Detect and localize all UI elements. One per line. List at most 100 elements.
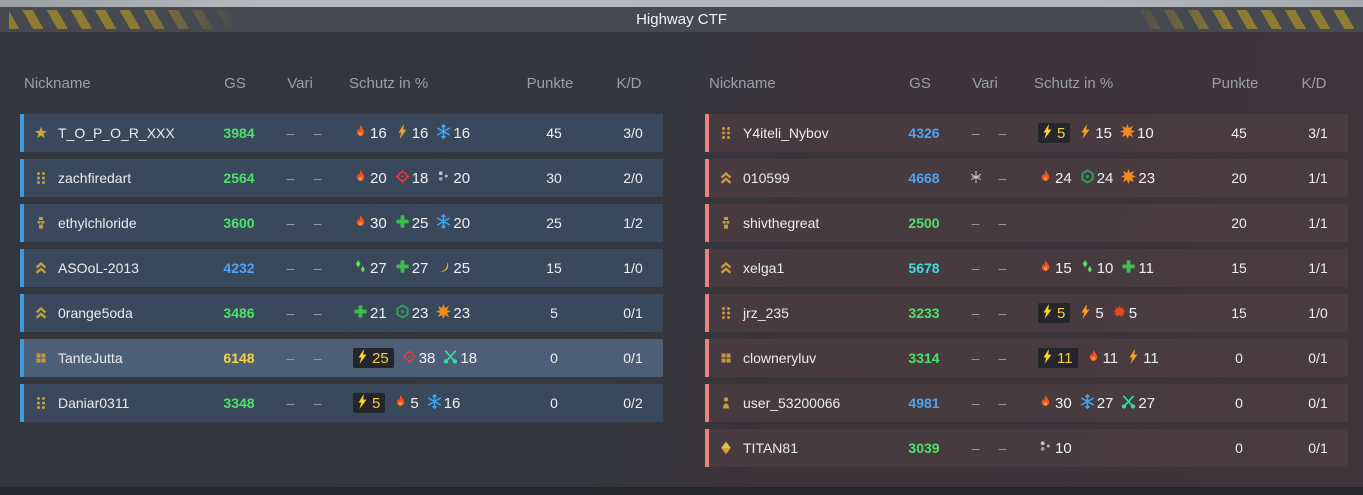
hexagon-icon [1080,169,1095,187]
player-vari-cell: – – [954,260,1024,276]
vari-dash: – [286,395,295,411]
schutz-entry: 15 [1078,124,1112,142]
schutz-entry: 20 [436,169,470,187]
vari-dash: – [313,395,322,411]
player-schutz-cell: 30 27 27 [1024,394,1194,412]
player-schutz-cell: 5 15 10 [1024,123,1194,143]
schutz-entry: 38 [402,349,435,367]
snowflake-icon [427,394,442,412]
team-right-panel: Nickname GS Vari Schutz in % Punkte K/D … [705,31,1348,474]
player-punkte-value: 0 [1235,350,1243,366]
player-schutz-cell: 30 25 20 [339,214,509,232]
scissors-icon [1121,394,1136,412]
player-name-cell: Y4iteli_Nybov [709,125,894,141]
schutz-entry: 16 [436,124,470,142]
schutz-value: 16 [453,124,471,142]
rank-chevrons-icon [719,171,733,185]
player-gs-value: 4232 [223,260,255,276]
player-vari-cell: – – [269,125,339,141]
fire-icon [1038,394,1053,412]
vari-dash: – [971,350,980,366]
vari-dash: – [971,395,980,411]
player-row: TITAN81 3039– –10 0 0/1 [705,429,1348,467]
schutz-entry: 25 [436,259,470,277]
schutz-value: 23 [1138,169,1156,187]
player-punkte-value: 0 [1235,440,1243,456]
player-kd-value: 1/1 [1308,260,1328,276]
plus-icon [395,259,410,277]
fire-icon [353,214,368,232]
schutz-value: 24 [1096,169,1114,187]
player-row: clowneryluv 3314– –11 11 11 0 0/1 [705,339,1348,377]
schutz-entry: 5 [393,394,419,412]
player-kd-value: 1/0 [1308,305,1328,321]
bolt-icon [1078,124,1093,142]
player-name-cell: 010599 [709,170,894,186]
vari-dash: – [998,215,1007,231]
player-name-cell: ethylchloride [24,215,209,231]
schutz-entry: 20 [353,169,387,187]
team-left-panel: Nickname GS Vari Schutz in % Punkte K/D … [20,31,663,474]
schutz-value: 5 [1057,304,1066,322]
rank-chevrons-icon [34,306,48,320]
player-schutz-cell: 27 27 25 [339,259,509,277]
drops-icon [1080,259,1095,277]
schutz-value: 5 [372,394,381,412]
scoreboard-content: Nickname GS Vari Schutz in % Punkte K/D … [20,31,1348,474]
player-gs-value: 3600 [223,215,255,231]
schutz-entry: 10 [1080,259,1113,277]
bolt-icon [395,124,410,142]
player-nickname: T_O_P_O_R_XXX [58,125,175,141]
vari-dash: – [998,170,1007,186]
target-icon [402,349,417,367]
plus-icon [1121,259,1136,277]
player-schutz-cell: 21 23 23 [339,304,509,322]
player-kd-value: 0/1 [1308,440,1328,456]
schutz-entry: 23 [436,304,470,322]
player-name-cell: xelga1 [709,260,894,276]
schutz-entry: 25 [395,214,428,232]
column-header-gs: GS [909,75,931,92]
player-vari-cell: – – [954,125,1024,141]
rank-squares-four-icon [34,351,48,365]
player-row: ASOoL-2013 4232– –27 27 25 15 1/0 [20,249,663,287]
player-vari-cell: – [954,170,1024,186]
player-name-cell: 0range5oda [24,305,209,321]
player-gs-value: 6148 [223,350,255,366]
bolt-boxed-icon [1040,124,1055,142]
player-nickname: user_53200066 [743,395,841,411]
vari-dash: – [313,260,322,276]
player-name-cell: zachfiredart [24,170,209,186]
player-nickname: Daniar0311 [58,395,130,411]
schutz-value: 25 [453,259,471,277]
schutz-value: 27 [1138,394,1156,412]
hazard-stripes-left-icon [9,10,237,29]
column-header-schutz: Schutz in % [1034,75,1114,92]
player-kd-value: 0/1 [623,350,643,366]
player-name-cell: clowneryluv [709,350,894,366]
banana-icon [436,259,451,277]
player-kd-value: 3/1 [1308,125,1328,141]
player-punkte-value: 25 [546,215,562,231]
player-vari-cell: – – [269,170,339,186]
fire-icon [1086,349,1101,367]
burst-icon [1112,304,1127,322]
player-gs-value: 5678 [908,260,940,276]
vari-dash: – [998,395,1007,411]
column-header-vari: Vari [972,75,998,92]
schutz-value: 5 [1128,304,1138,322]
player-name-cell: T_O_P_O_R_XXX [24,125,209,141]
player-vari-cell: – – [954,305,1024,321]
bolt-boxed-icon [1040,304,1055,322]
schutz-entry: 15 [1038,259,1072,277]
player-nickname: clowneryluv [743,350,817,366]
fire-icon [353,124,368,142]
column-header-kd: K/D [1301,75,1327,92]
player-name-cell: jrz_235 [709,305,894,321]
schutz-value: 11 [1138,259,1154,277]
player-nickname: TanteJutta [58,350,123,366]
schutz-entry: 24 [1038,169,1072,187]
player-vari-cell: – – [269,395,339,411]
rank-tower-icon [34,216,48,230]
schutz-value: 20 [370,169,387,187]
